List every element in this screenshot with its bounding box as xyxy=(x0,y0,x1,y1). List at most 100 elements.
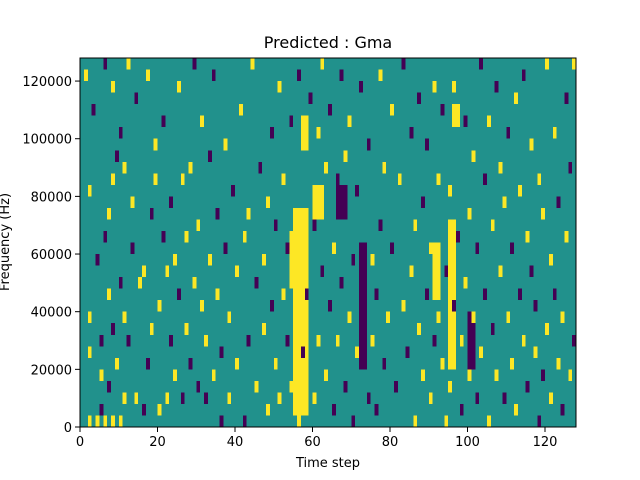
heatmap-cell xyxy=(192,58,197,70)
x-axis-label: Time step xyxy=(295,456,360,471)
heatmap-cell xyxy=(556,357,561,370)
heatmap-cell xyxy=(467,207,472,220)
heatmap-cell xyxy=(436,173,441,185)
heatmap-cell xyxy=(514,92,518,105)
heatmap-cell xyxy=(440,104,445,116)
heatmap-cell xyxy=(409,127,414,139)
heatmap-cell xyxy=(378,69,383,82)
heatmap-cell xyxy=(463,115,468,128)
heatmap-cell xyxy=(184,323,189,335)
heatmap-cell xyxy=(227,311,232,324)
y-tick-label: 20000 xyxy=(31,363,72,378)
heatmap-cell xyxy=(401,58,406,70)
heatmap-cell xyxy=(498,161,503,174)
heatmap-cell xyxy=(424,288,429,301)
heatmap-cell xyxy=(196,219,201,231)
heatmap-band xyxy=(448,219,456,370)
heatmap-cell xyxy=(405,346,410,358)
heatmap-cell xyxy=(409,265,414,278)
heatmap-cell xyxy=(490,323,495,335)
plot-frame xyxy=(79,57,577,428)
heatmap-cell xyxy=(118,277,123,289)
heatmap-cell xyxy=(479,58,484,70)
heatmap-cell xyxy=(103,230,108,243)
heatmap-band xyxy=(452,104,460,128)
heatmap-cell xyxy=(114,357,119,370)
heatmap-cell xyxy=(297,415,301,427)
heatmap-cell xyxy=(227,392,232,404)
heatmap-cell xyxy=(502,392,507,404)
heatmap-cell xyxy=(529,265,534,278)
heatmap-cell xyxy=(281,173,286,185)
heatmap-cell xyxy=(506,311,511,324)
heatmap-cell xyxy=(390,242,394,255)
heatmap-cell xyxy=(413,219,418,231)
heatmap-cell xyxy=(130,242,135,255)
heatmap-cell xyxy=(324,369,329,381)
heatmap-cell xyxy=(266,403,270,416)
heatmap-cell xyxy=(231,184,236,197)
heatmap-cell xyxy=(99,403,104,416)
heatmap-cell xyxy=(475,242,480,255)
heatmap-cell xyxy=(304,288,309,301)
heatmap-cell xyxy=(95,415,100,427)
heatmap-cell xyxy=(312,219,317,231)
heatmap-cell xyxy=(87,346,92,358)
heatmap-cell xyxy=(498,265,503,278)
heatmap-cell xyxy=(207,150,212,162)
heatmap-cell xyxy=(269,300,274,312)
y-axis-label: Frequency (Hz) xyxy=(0,193,13,291)
heatmap-cell xyxy=(560,311,565,324)
heatmap-cell xyxy=(192,277,197,289)
heatmap-cell xyxy=(374,288,379,301)
heatmap-cell xyxy=(215,288,220,301)
heatmap-cell xyxy=(157,403,162,416)
y-tick-label: 0 xyxy=(64,421,72,436)
heatmap-cell xyxy=(572,58,577,70)
heatmap-cell xyxy=(335,334,340,347)
heatmap-cell xyxy=(541,207,546,220)
heatmap-cell xyxy=(277,81,282,93)
heatmap-cell xyxy=(320,265,325,278)
heatmap-cell xyxy=(417,92,422,105)
x-tick-label: 120 xyxy=(533,435,558,450)
heatmap-cell xyxy=(99,334,104,347)
heatmap-cell xyxy=(122,392,127,404)
heatmap-cell xyxy=(134,392,139,404)
heatmap-cell xyxy=(161,115,166,128)
heatmap-cell xyxy=(328,104,332,116)
y-tick-label: 60000 xyxy=(31,248,72,263)
chart-title: Predicted : Gma xyxy=(264,33,392,52)
heatmap-cell xyxy=(169,196,174,208)
heatmap-cell xyxy=(111,173,115,185)
heatmap-cell xyxy=(397,173,402,185)
heatmap-cell xyxy=(153,138,158,151)
heatmap-cell xyxy=(339,277,344,289)
heatmap-cell xyxy=(467,369,472,381)
heatmap-cell xyxy=(289,380,294,393)
heatmap-cell xyxy=(114,150,119,162)
heatmap-cell xyxy=(107,207,112,220)
heatmap-cell xyxy=(510,242,515,255)
heatmap-cell xyxy=(502,196,507,208)
heatmap-cell xyxy=(560,403,565,416)
heatmap-cell xyxy=(254,380,259,393)
heatmap-cell xyxy=(200,300,205,312)
heatmap-cell xyxy=(142,403,146,416)
heatmap-cell xyxy=(149,323,154,335)
heatmap-cell xyxy=(568,369,573,381)
heatmap-cell xyxy=(378,219,383,231)
heatmap-cell xyxy=(572,334,577,347)
heatmap-cell xyxy=(126,58,131,70)
heatmap-cell xyxy=(316,334,321,347)
heatmap-cell xyxy=(564,92,569,105)
heatmap-cell xyxy=(87,311,92,324)
heatmap-cell xyxy=(463,277,468,289)
heatmap-cell xyxy=(421,369,425,381)
x-tick-label: 60 xyxy=(304,435,321,450)
heatmap-cell xyxy=(521,69,526,82)
heatmap-cell xyxy=(87,415,92,427)
x-tick-label: 20 xyxy=(149,435,166,450)
heatmap-cell xyxy=(262,323,267,335)
